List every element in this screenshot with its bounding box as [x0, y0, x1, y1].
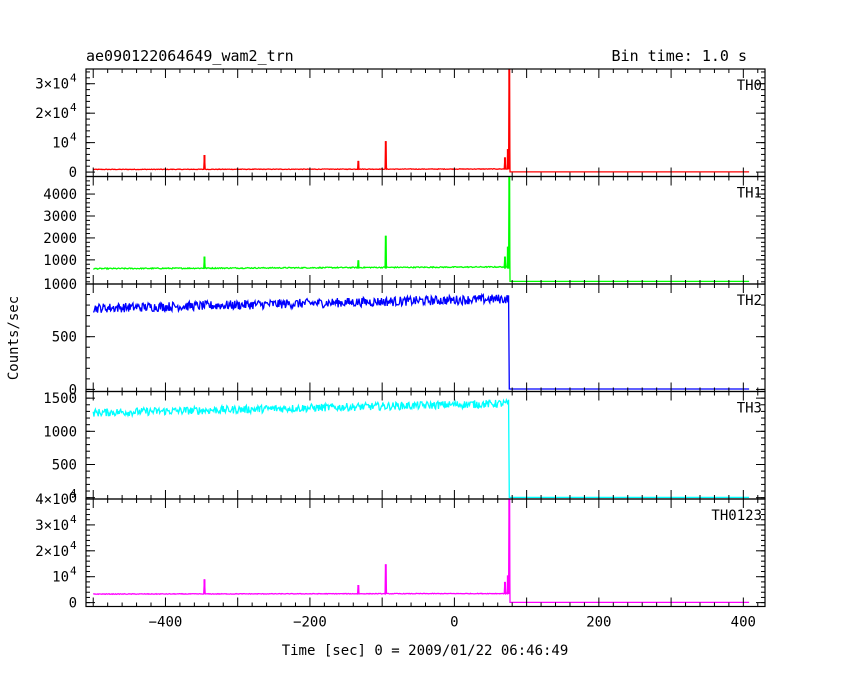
panel-th0: 010 42×10 43×10 4 TH0: [35, 68, 766, 181]
y-tick-label: 3000: [43, 209, 77, 225]
x-tick-label: −400: [149, 615, 183, 631]
y-tick-label: 2×10: [35, 544, 69, 560]
y-tick-label: 0: [69, 382, 77, 398]
y-axis-label: Counts/sec: [6, 296, 22, 380]
y-tick-label: 4000: [43, 187, 77, 203]
y-tick-exponent: 4: [70, 101, 77, 114]
y-tick-label: 1500: [43, 391, 77, 407]
panel-label: TH2: [737, 293, 762, 309]
panel-label: TH0: [737, 78, 762, 94]
y-tick-exponent: 4: [70, 539, 77, 552]
y-tick-exponent: 4: [70, 487, 77, 500]
y-tick-label: 10: [52, 136, 69, 152]
x-tick-label: 400: [731, 615, 756, 631]
y-tick-label: 4×10: [35, 492, 69, 508]
x-tick-label: −200: [293, 615, 327, 631]
x-axis-label: Time [sec] 0 = 2009/01/22 06:46:49: [282, 643, 569, 659]
y-tick-label: 0: [69, 491, 77, 507]
x-tick-label: 0: [450, 615, 458, 631]
y-tick-exponent: 4: [70, 131, 77, 144]
y-tick-label: 1000: [43, 277, 77, 293]
x-tick-label: 200: [586, 615, 611, 631]
y-tick-label: 2000: [43, 231, 77, 247]
y-tick-label: 3×10: [35, 77, 69, 93]
y-tick-label: 0: [69, 596, 77, 612]
panel-th2: 0 500 1000 TH2: [43, 277, 766, 398]
panel-th1: 1000 2000 3000 4000 TH1: [43, 175, 766, 285]
series-line-th2: [92, 292, 750, 390]
series-line-th0123: [93, 499, 750, 604]
y-tick-label: 1000: [43, 424, 77, 440]
panel-label: TH1: [737, 186, 762, 202]
series-line-th0: [93, 69, 750, 173]
y-tick-exponent: 4: [70, 565, 77, 578]
y-tick-label: 0: [69, 165, 77, 181]
y-tick-label: 10: [52, 570, 69, 586]
panel-frame: [85, 498, 766, 608]
y-tick-exponent: 4: [70, 513, 77, 526]
y-tick-label: 500: [52, 330, 77, 346]
series-line-th3: [92, 397, 750, 498]
y-tick-label: 2×10: [35, 106, 69, 122]
series-line-th1: [93, 176, 750, 283]
y-tick-exponent: 4: [70, 72, 77, 85]
y-tick-label: 3×10: [35, 518, 69, 534]
bin-time-label: Bin time: 1.0 s: [612, 47, 747, 65]
panel-frame: [85, 68, 766, 178]
panel-label: TH0123: [711, 508, 762, 524]
panel-label: TH3: [737, 401, 762, 417]
chart-title: ae090122064649_wam2_trn: [86, 47, 294, 65]
y-tick-label: 500: [52, 457, 77, 473]
panel-th3: 0 500 1000 1500 TH3: [43, 390, 766, 507]
y-tick-label: 1000: [43, 253, 77, 269]
